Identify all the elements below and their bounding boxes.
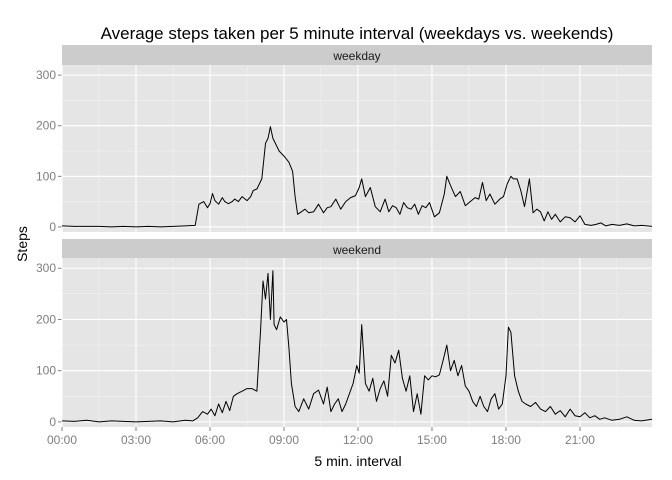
x-tick-label: 21:00 [565,433,595,447]
panel-weekend: weekend 0 100 200 300 [36,239,653,429]
panels: weekday 0 100 200 300 weekend 0 100 200 300 [36,45,653,429]
y-tick-label: 300 [36,68,56,82]
y-tick-label: 0 [49,220,56,234]
y-tick-label: 100 [36,169,56,183]
panel-background [62,65,652,232]
x-tick-label: 06:00 [195,433,225,447]
y-tick-label: 100 [36,364,56,378]
panel-weekday: weekday 0 100 200 300 [36,45,653,234]
series-line-weekday [61,126,653,228]
y-tick-label: 200 [36,119,56,133]
facet-strip-label: weekend [332,243,381,257]
panel-background [62,258,652,427]
facet-strip [62,239,652,258]
y-tick-label: 200 [36,312,56,326]
y-tick-label: 0 [49,415,56,429]
x-axis: 00:00 03:00 06:00 09:00 12:00 15:00 18:00 21:00 [47,427,595,447]
x-tick-label: 00:00 [47,433,77,447]
y-tick-label: 300 [36,261,56,275]
facet-strip [62,45,652,65]
x-axis-label: 5 min. interval [314,453,401,469]
chart-title: Average steps taken per 5 minute interva… [101,24,614,43]
y-axis-label: Steps [14,226,30,262]
x-tick-label: 09:00 [269,433,299,447]
x-tick-label: 12:00 [343,433,373,447]
x-tick-label: 18:00 [491,433,521,447]
facet-strip-label: weekday [332,49,380,63]
series-line-weekend [61,270,653,423]
x-tick-label: 15:00 [417,433,447,447]
x-tick-label: 03:00 [121,433,151,447]
